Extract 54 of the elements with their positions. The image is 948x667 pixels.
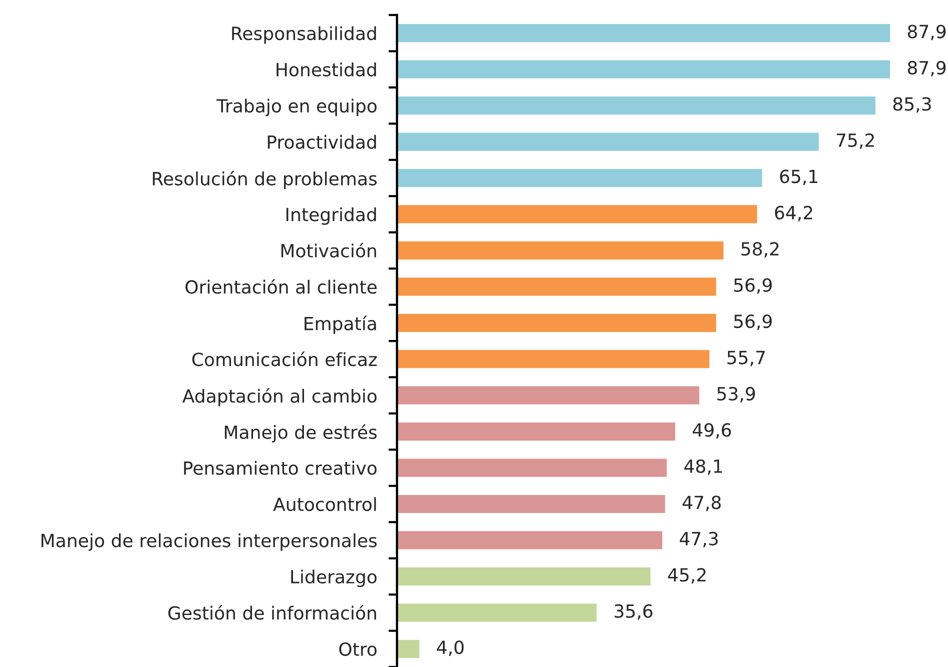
y-tick-label: Comunicación eficaz: [192, 352, 377, 366]
y-tick-label: Responsabilidad: [232, 26, 376, 44]
bar: [397, 278, 716, 296]
data-label: 58,2: [741, 242, 778, 258]
bar: [397, 494, 666, 514]
data-label: 48,1: [684, 459, 722, 475]
data-label: 87,9: [908, 60, 946, 76]
bar: [397, 422, 676, 441]
data-label: 56,9: [734, 278, 772, 294]
data-label: 4,0: [436, 640, 464, 656]
data-label: 75,2: [836, 133, 874, 149]
data-label: 53,9: [717, 386, 755, 402]
bar: [397, 24, 890, 42]
bar: [397, 168, 762, 188]
y-tick-label: Orientación al cliente: [186, 279, 377, 294]
y-tick-label: Otro: [339, 642, 377, 656]
y-tick-label: Liderazgo: [291, 570, 377, 588]
bar: [397, 132, 819, 151]
y-tick-label: Gestión de información: [168, 605, 376, 620]
bar: [397, 205, 758, 224]
bar: [397, 314, 716, 332]
data-label: 64,2: [775, 206, 812, 222]
data-label: 55,7: [727, 350, 765, 366]
bar: [397, 458, 667, 477]
y-tick-label: Trabajo en equipo: [216, 98, 377, 116]
bar: [397, 96, 876, 115]
data-label: 87,9: [908, 24, 946, 40]
bar: [397, 640, 420, 658]
data-label: 65,1: [780, 170, 818, 186]
bar: [397, 241, 724, 260]
data-label: 56,9: [734, 314, 772, 330]
bar: [397, 350, 710, 368]
y-tick-label: Manejo de estrés: [224, 424, 377, 443]
y-tick-label: Motivación: [281, 242, 376, 258]
y-tick-label: Pensamiento creativo: [184, 460, 377, 475]
data-label: 47,3: [680, 532, 718, 548]
bar: [397, 60, 890, 78]
y-tick-label: Resolución de problemas: [152, 170, 377, 189]
y-tick-label: Honestidad: [276, 62, 376, 76]
bar: [397, 567, 651, 586]
y-tick-label: Adaptación al cambio: [182, 388, 377, 406]
y-tick-label: Proactividad: [268, 134, 376, 149]
bar: [397, 604, 597, 622]
y-tick-label: Manejo de relaciones interpersonales: [42, 533, 377, 551]
y-tick-label: Integridad: [286, 207, 376, 225]
data-label: 45,2: [668, 568, 706, 584]
y-tick-label: Empatía: [304, 316, 376, 334]
data-label: 49,6: [692, 423, 731, 439]
bar: [397, 386, 700, 404]
bar: [397, 531, 662, 550]
data-label: 85,3: [893, 97, 931, 113]
data-label: 35,6: [614, 604, 652, 620]
y-tick-label: Autocontrol: [273, 497, 376, 512]
data-label: 47,8: [682, 496, 721, 512]
